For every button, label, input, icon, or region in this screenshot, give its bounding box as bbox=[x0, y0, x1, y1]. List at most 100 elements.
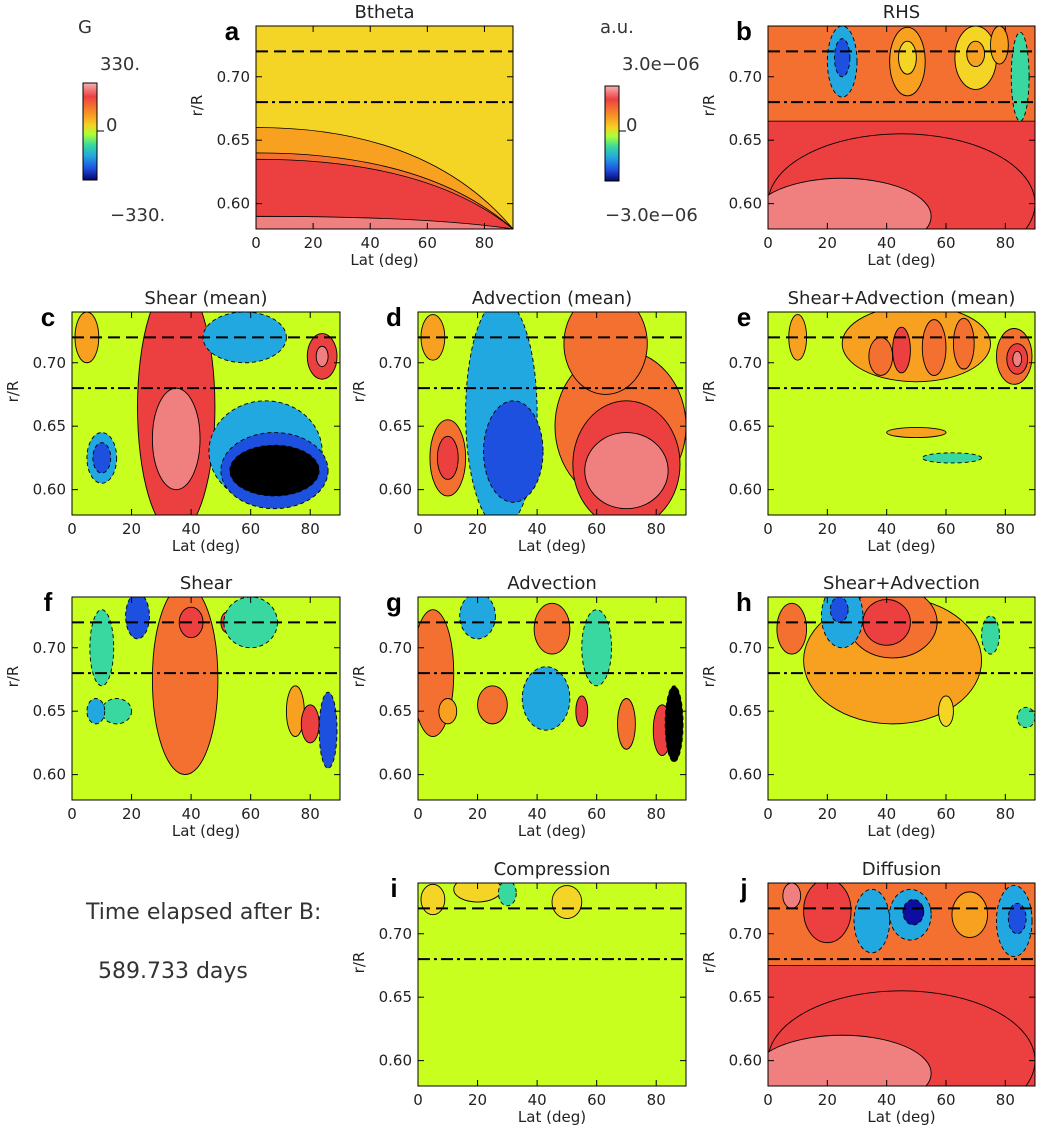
y-tick-label: 0.65 bbox=[33, 702, 66, 720]
y-axis-label: r/R bbox=[350, 952, 368, 974]
x-tick-label: 80 bbox=[996, 805, 1015, 823]
panel-e-field bbox=[768, 312, 1035, 515]
x-tick-label: 80 bbox=[647, 520, 666, 538]
y-tick-label: 0.65 bbox=[729, 702, 762, 720]
plot-frame bbox=[71, 311, 341, 516]
x-tick-label: 0 bbox=[67, 805, 77, 823]
y-axis-label: r/R bbox=[4, 381, 22, 403]
panel-title: Shear (mean) bbox=[144, 288, 267, 309]
panel-b-field bbox=[768, 26, 1035, 229]
contour-region bbox=[990, 26, 1009, 65]
contour-region bbox=[966, 40, 986, 68]
contour-region bbox=[125, 597, 150, 640]
contour-region bbox=[829, 597, 849, 623]
y-tick-label: 0.65 bbox=[33, 417, 66, 435]
y-tick-label: 0.65 bbox=[379, 417, 412, 435]
y-tick-label: 0.60 bbox=[217, 195, 250, 213]
panel-title: Advection bbox=[507, 573, 597, 594]
contour-region bbox=[89, 609, 115, 687]
contour-region bbox=[886, 427, 947, 439]
y-axis-label: r/R bbox=[700, 95, 718, 117]
contour-region bbox=[892, 326, 911, 374]
panel-letter: i bbox=[390, 873, 397, 903]
y-tick-label: 0.70 bbox=[217, 68, 250, 86]
y-tick-label: 0.70 bbox=[379, 925, 412, 943]
plot-frame bbox=[767, 311, 1036, 516]
colorbar-max-label: 330. bbox=[100, 54, 140, 75]
contour-region bbox=[151, 597, 219, 776]
plot-background bbox=[418, 883, 686, 1086]
x-tick-label: 40 bbox=[528, 1091, 547, 1109]
panel-j-field bbox=[768, 883, 1035, 1086]
panel-g: 0 20 40 60 80 0.60 0.65 0.70 Advection g Lat (deg)… bbox=[350, 573, 687, 840]
contour-region bbox=[86, 698, 106, 725]
contour-region bbox=[300, 704, 320, 744]
colorbar-min-label: −3.0e−06 bbox=[605, 205, 698, 226]
contour-region bbox=[477, 685, 508, 725]
panel-title: Btheta bbox=[355, 2, 415, 23]
panel-letter: j bbox=[739, 873, 747, 903]
contour-region bbox=[533, 602, 571, 655]
y-tick-label: 0.60 bbox=[33, 481, 66, 499]
x-tick-label: 40 bbox=[877, 520, 896, 538]
contour-region bbox=[420, 883, 446, 916]
plot-frame bbox=[71, 596, 341, 801]
panel-title: Diffusion bbox=[862, 859, 941, 880]
x-tick-label: 60 bbox=[241, 520, 260, 538]
contour-region bbox=[1010, 31, 1030, 122]
x-tick-label: 60 bbox=[936, 805, 955, 823]
contour-region bbox=[453, 883, 502, 903]
x-tick-label: 40 bbox=[361, 234, 380, 252]
contour-region bbox=[551, 885, 583, 919]
contour-region bbox=[229, 444, 320, 497]
x-tick-label: 80 bbox=[647, 1091, 666, 1109]
contour-region bbox=[902, 899, 925, 926]
y-axis-label: r/R bbox=[4, 666, 22, 688]
panel-title: RHS bbox=[883, 2, 920, 23]
panel-letter: a bbox=[225, 16, 240, 46]
x-tick-label: 40 bbox=[528, 520, 547, 538]
contour-region bbox=[868, 336, 894, 376]
contour-region bbox=[483, 400, 544, 503]
x-tick-label: 0 bbox=[763, 520, 773, 538]
contour-region bbox=[101, 698, 133, 725]
colorbar-gradient bbox=[604, 85, 620, 182]
contour-region bbox=[318, 691, 338, 769]
panels-group: 0 20 40 60 80 0.60 0.65 0.70 Btheta a Lat (deg) r/R… bbox=[4, 2, 1036, 1126]
x-tick-label: 40 bbox=[877, 805, 896, 823]
y-tick-label: 0.65 bbox=[729, 417, 762, 435]
y-tick-label: 0.65 bbox=[729, 131, 762, 149]
x-tick-label: 60 bbox=[587, 1091, 606, 1109]
x-tick-label: 60 bbox=[936, 234, 955, 252]
plot-frame bbox=[417, 882, 687, 1087]
contour-region bbox=[768, 1034, 932, 1086]
panel-title: Shear+Advection bbox=[823, 573, 980, 594]
colorbar-gradient bbox=[82, 82, 98, 181]
y-tick-label: 0.65 bbox=[217, 131, 250, 149]
y-tick-label: 0.70 bbox=[379, 354, 412, 372]
x-axis-label: Lat (deg) bbox=[350, 251, 418, 269]
contour-region bbox=[92, 442, 112, 474]
y-tick-label: 0.60 bbox=[379, 766, 412, 784]
x-axis-label: Lat (deg) bbox=[867, 537, 935, 555]
x-tick-label: 20 bbox=[122, 520, 141, 538]
panel-e: 0 20 40 60 80 0.60 0.65 0.70 Shear+Advection (me… bbox=[700, 288, 1036, 555]
panel-title: Advection (mean) bbox=[472, 288, 632, 309]
x-tick-label: 20 bbox=[122, 805, 141, 823]
x-tick-label: 40 bbox=[528, 805, 547, 823]
y-tick-label: 0.60 bbox=[729, 766, 762, 784]
x-tick-label: 40 bbox=[182, 805, 201, 823]
panel-title: Shear bbox=[180, 573, 233, 594]
x-tick-label: 80 bbox=[996, 234, 1015, 252]
contour-region bbox=[921, 319, 947, 376]
y-axis-label: r/R bbox=[350, 666, 368, 688]
x-tick-label: 20 bbox=[818, 1091, 837, 1109]
y-axis-label: r/R bbox=[350, 381, 368, 403]
x-tick-label: 40 bbox=[877, 234, 896, 252]
contour-region bbox=[521, 666, 571, 731]
panel-b: 0 20 40 60 80 0.60 0.65 0.70 RHS b Lat (deg) r/R bbox=[700, 2, 1036, 269]
panel-i: 0 20 40 60 80 0.60 0.65 0.70 Compression i Lat (de… bbox=[350, 859, 687, 1126]
y-axis-label: r/R bbox=[188, 95, 206, 117]
contour-region bbox=[1016, 706, 1035, 729]
contour-region bbox=[951, 891, 988, 939]
